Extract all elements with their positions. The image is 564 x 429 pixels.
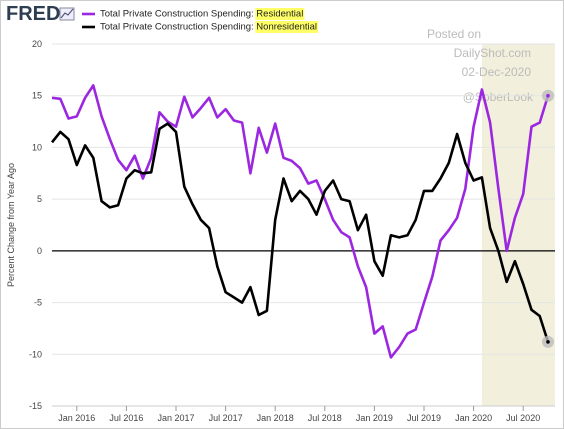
x-tick-label: Jan 2019 bbox=[356, 413, 393, 423]
x-tick-label: Jul 2019 bbox=[407, 413, 441, 423]
x-tick-label: Jul 2017 bbox=[209, 413, 243, 423]
x-tick-label: Jan 2018 bbox=[257, 413, 294, 423]
y-tick-label: 20 bbox=[32, 39, 42, 49]
y-tick-label: 10 bbox=[32, 142, 42, 152]
legend-label: Total Private Construction Spending: Non… bbox=[100, 22, 317, 33]
y-tick-label: 0 bbox=[37, 246, 42, 256]
y-tick-label: -5 bbox=[34, 298, 42, 308]
end-dot bbox=[546, 93, 550, 98]
end-dot bbox=[546, 340, 550, 344]
y-tick-label: -10 bbox=[29, 349, 42, 359]
series-line bbox=[51, 84, 550, 359]
y-tick-label: -15 bbox=[29, 401, 42, 411]
watermark: Posted on bbox=[427, 27, 481, 41]
legend-highlight bbox=[255, 21, 319, 33]
x-tick-label: Jan 2016 bbox=[58, 413, 95, 423]
watermark: 02-Dec-2020 bbox=[462, 65, 532, 79]
x-tick-label: Jan 2020 bbox=[455, 413, 492, 423]
x-tick-label: Jul 2020 bbox=[506, 413, 540, 423]
watermark: @SoberLook bbox=[463, 90, 534, 104]
x-tick-label: Jul 2016 bbox=[109, 413, 143, 423]
watermark: DailyShot.com bbox=[454, 46, 531, 60]
legend-label: Total Private Construction Spending: Res… bbox=[100, 9, 303, 20]
legend-entry: Total Private Construction Spending: Res… bbox=[100, 8, 305, 20]
legend-highlight bbox=[255, 8, 305, 20]
logo: FRED bbox=[6, 3, 60, 25]
y-axis-label: Percent Change from Year Ago bbox=[6, 163, 16, 287]
legend-entry: Total Private Construction Spending: Non… bbox=[100, 21, 319, 33]
x-tick-label: Jul 2018 bbox=[308, 413, 342, 423]
x-tick-label: Jan 2017 bbox=[157, 413, 194, 423]
logo-icon bbox=[59, 7, 75, 21]
y-tick-label: 5 bbox=[37, 194, 42, 204]
shaded-region bbox=[481, 44, 555, 406]
y-tick-label: 15 bbox=[32, 91, 42, 101]
series-line bbox=[50, 122, 550, 343]
